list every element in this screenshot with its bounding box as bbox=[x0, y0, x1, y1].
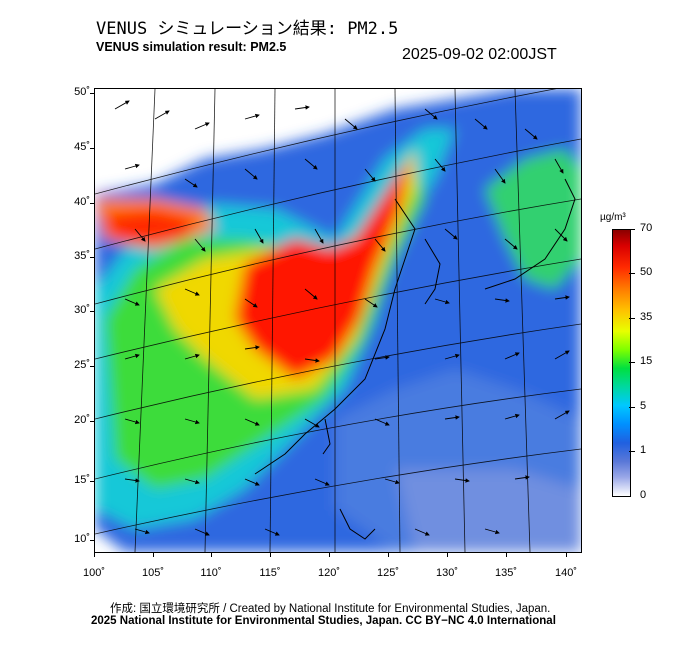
colorbar-tick bbox=[629, 229, 635, 230]
lat-label-45: 45˚ bbox=[74, 141, 90, 153]
lon-tick bbox=[329, 552, 330, 557]
colorbar-label-15: 15 bbox=[640, 355, 653, 367]
lon-label-115: 115˚ bbox=[259, 567, 281, 579]
colorbar-tick bbox=[629, 407, 635, 408]
lat-tick bbox=[90, 481, 95, 482]
colorbar-label-0: 0 bbox=[640, 489, 647, 501]
lat-label-30: 30˚ bbox=[74, 304, 90, 316]
colorbar-label-1: 1 bbox=[640, 444, 647, 456]
timestamp: 2025-09-02 02:00JST bbox=[402, 46, 557, 63]
colorbar-label-50: 50 bbox=[640, 266, 653, 278]
lon-tick bbox=[94, 552, 95, 557]
lat-tick bbox=[90, 421, 95, 422]
lon-label-140: 140˚ bbox=[554, 567, 578, 579]
lon-label-135: 135˚ bbox=[494, 567, 518, 579]
lat-label-10: 10˚ bbox=[74, 533, 90, 545]
lon-tick bbox=[270, 552, 271, 557]
colorbar-tick bbox=[629, 362, 635, 363]
title-japanese: VENUS シミュレーション結果: PM2.5 bbox=[96, 19, 399, 39]
lat-label-50: 50˚ bbox=[74, 86, 90, 98]
lon-label-130: 130˚ bbox=[435, 567, 459, 579]
copyright-line: 2025 National Institute for Environmenta… bbox=[91, 615, 556, 627]
concentration-field bbox=[95, 89, 581, 552]
colorbar-tick bbox=[629, 273, 635, 274]
colorbar-label-70: 70 bbox=[640, 222, 653, 234]
colorbar-tick bbox=[629, 451, 635, 452]
lat-tick bbox=[90, 540, 95, 541]
colorbar-label-5: 5 bbox=[640, 400, 647, 412]
lon-tick bbox=[211, 552, 212, 557]
lon-label-100: 100˚ bbox=[82, 567, 106, 579]
lat-tick bbox=[90, 366, 95, 367]
lat-tick bbox=[90, 257, 95, 258]
lat-tick bbox=[90, 311, 95, 312]
lon-tick bbox=[447, 552, 448, 557]
lon-tick bbox=[506, 552, 507, 557]
lon-label-110: 110˚ bbox=[200, 567, 222, 579]
colorbar-tick bbox=[629, 318, 635, 319]
pm25-map bbox=[94, 88, 582, 553]
colorbar bbox=[612, 229, 631, 497]
lat-tick bbox=[90, 203, 95, 204]
colorbar-label-35: 35 bbox=[640, 311, 653, 323]
credit-line: 作成: 国立環境研究所 / Created by National Instit… bbox=[110, 603, 551, 615]
lon-tick bbox=[388, 552, 389, 557]
lon-tick bbox=[153, 552, 154, 557]
lat-label-25: 25˚ bbox=[74, 359, 90, 371]
colorbar-unit: µg/m³ bbox=[600, 212, 626, 223]
lon-label-105: 105˚ bbox=[141, 567, 165, 579]
lat-label-35: 35˚ bbox=[74, 250, 90, 262]
lon-label-125: 125˚ bbox=[376, 567, 400, 579]
lat-tick bbox=[90, 93, 95, 94]
lon-tick bbox=[566, 552, 567, 557]
lat-label-15: 15˚ bbox=[74, 474, 90, 486]
lat-label-20: 20˚ bbox=[74, 414, 90, 426]
title-english: VENUS simulation result: PM2.5 bbox=[96, 40, 287, 54]
lon-label-120: 120˚ bbox=[317, 567, 341, 579]
lat-tick bbox=[90, 148, 95, 149]
lat-label-40: 40˚ bbox=[74, 196, 90, 208]
